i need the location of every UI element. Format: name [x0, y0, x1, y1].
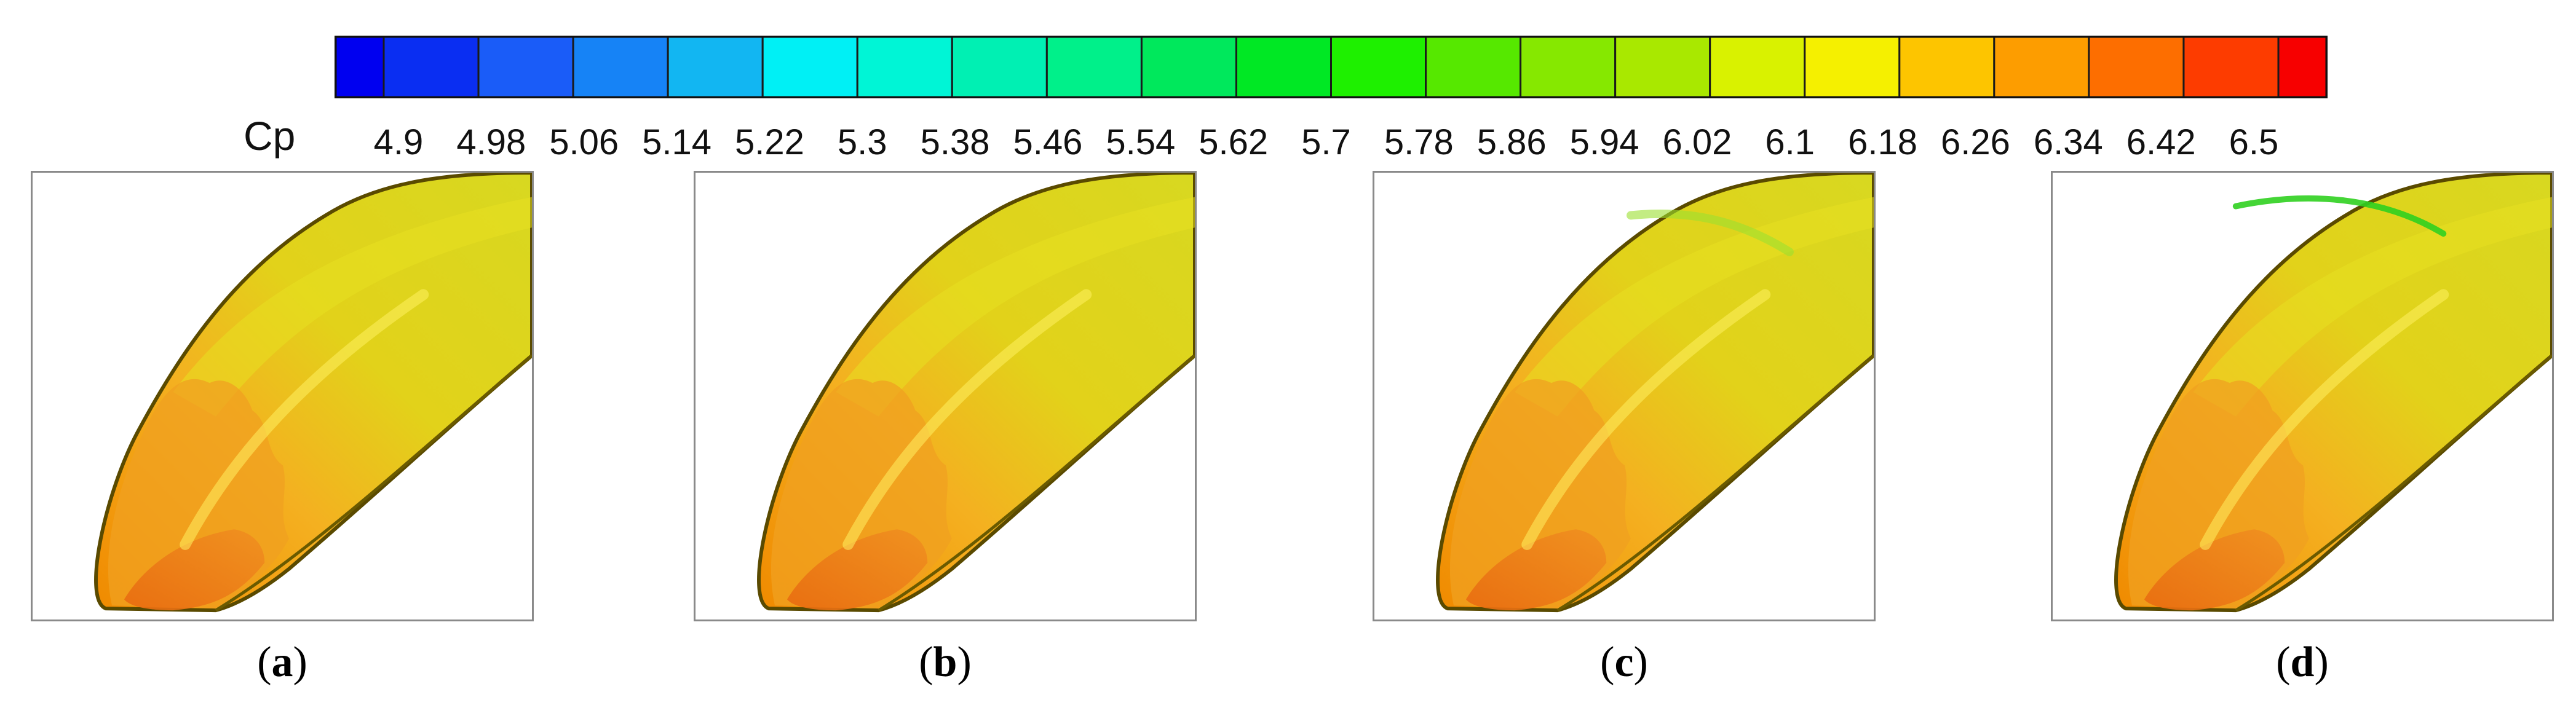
panel-label-a: (a)	[257, 639, 307, 686]
nose-tip-region	[124, 529, 265, 611]
nose-body-drawing	[2114, 173, 2552, 613]
nose-body-drawing	[757, 173, 1195, 613]
colorbar-tick-label: 6.5	[2229, 122, 2279, 162]
lower-edge	[878, 354, 1195, 612]
highlight-streak	[180, 289, 429, 550]
nose-tip-region	[1465, 529, 1607, 611]
panel-label-c: (c)	[1600, 639, 1648, 686]
contour-panel-d	[2051, 171, 2554, 621]
colorbar-band	[477, 36, 574, 98]
colorbar-band	[2088, 36, 2185, 98]
colorbar-band	[1425, 36, 1522, 98]
colorbar-band	[1330, 36, 1427, 98]
cp-colorbar	[335, 36, 2328, 98]
lower-edge	[2235, 354, 2552, 612]
highlight-streak	[2200, 289, 2449, 550]
colorbar-tick-label: 6.26	[1940, 122, 2010, 162]
colorbar-band	[1140, 36, 1237, 98]
nose-body-drawing	[1436, 173, 1874, 613]
nose-body-drawing	[94, 173, 532, 613]
colorbar-band	[1045, 36, 1143, 98]
colorbar-band	[1898, 36, 1995, 98]
colorbar-tick-label: 5.94	[1569, 122, 1639, 162]
colorbar-tick-label: 5.54	[1106, 122, 1176, 162]
colorbar-tick-label: 5.78	[1384, 122, 1454, 162]
upper-surface-band	[2193, 197, 2552, 417]
shock-band	[1626, 210, 1794, 256]
colorbar-band	[1804, 36, 1901, 98]
nose-tip-region	[787, 529, 928, 611]
colorbar-tick-label: 5.38	[920, 122, 990, 162]
colorbar-band	[856, 36, 953, 98]
colorbar-tick-label: 6.42	[2126, 122, 2196, 162]
colorbar-band	[1709, 36, 1806, 98]
contour-panel-a	[31, 171, 534, 621]
colorbar-band	[382, 36, 480, 98]
colorbar-variable-label: Cp	[244, 113, 296, 159]
colorbar-tick-label: 4.9	[373, 122, 424, 162]
colorbar-band	[761, 36, 858, 98]
colorbar-tick-label: 6.02	[1662, 122, 1732, 162]
colorbar-tick-label: 5.62	[1199, 122, 1269, 162]
colorbar-tick-label: 5.46	[1013, 122, 1083, 162]
colorbar-tick-label: 5.14	[642, 122, 711, 162]
colorbar-band	[951, 36, 1048, 98]
colorbar-tick-label: 6.1	[1765, 122, 1815, 162]
colorbar-tick-label: 5.06	[549, 122, 619, 162]
panel-label-b: (b)	[919, 639, 972, 686]
lower-edge	[1556, 354, 1874, 612]
nose-tip-region	[2144, 529, 2285, 611]
shock-band	[2232, 195, 2447, 237]
colorbar-band	[667, 36, 764, 98]
panel-label-d: (d)	[2276, 639, 2329, 686]
colorbar-tick-label: 5.7	[1301, 122, 1351, 162]
lower-edge	[215, 354, 532, 612]
colorbar-tick-labels: 4.9 4.98 5.06 5.14 5.22 5.3 5.38 5.46 5.54 5.62 5.…	[0, 122, 2576, 165]
colorbar-band	[1235, 36, 1332, 98]
colorbar-band	[1993, 36, 2090, 98]
colorbar-band	[572, 36, 669, 98]
colorbar-band	[1520, 36, 1617, 98]
colorbar-band	[335, 36, 385, 98]
colorbar-band	[2277, 36, 2328, 98]
contour-panel-b	[694, 171, 1197, 621]
highlight-streak	[1521, 289, 1771, 550]
colorbar-tick-label: 5.22	[734, 122, 804, 162]
colorbar-tick-label: 6.18	[1848, 122, 1918, 162]
contour-panel-c	[1373, 171, 1876, 621]
colorbar-tick-label: 5.86	[1476, 122, 1547, 162]
colorbar-outline	[335, 36, 2328, 98]
highlight-streak	[842, 289, 1092, 550]
colorbar-band	[2182, 36, 2280, 98]
upper-surface-band	[836, 197, 1195, 417]
colorbar-tick-label: 6.34	[2033, 122, 2103, 162]
upper-surface-band	[173, 197, 532, 417]
colorbar-tick-label: 5.3	[837, 122, 887, 162]
colorbar-band	[1614, 36, 1711, 98]
colorbar-tick-label: 4.98	[456, 122, 526, 162]
